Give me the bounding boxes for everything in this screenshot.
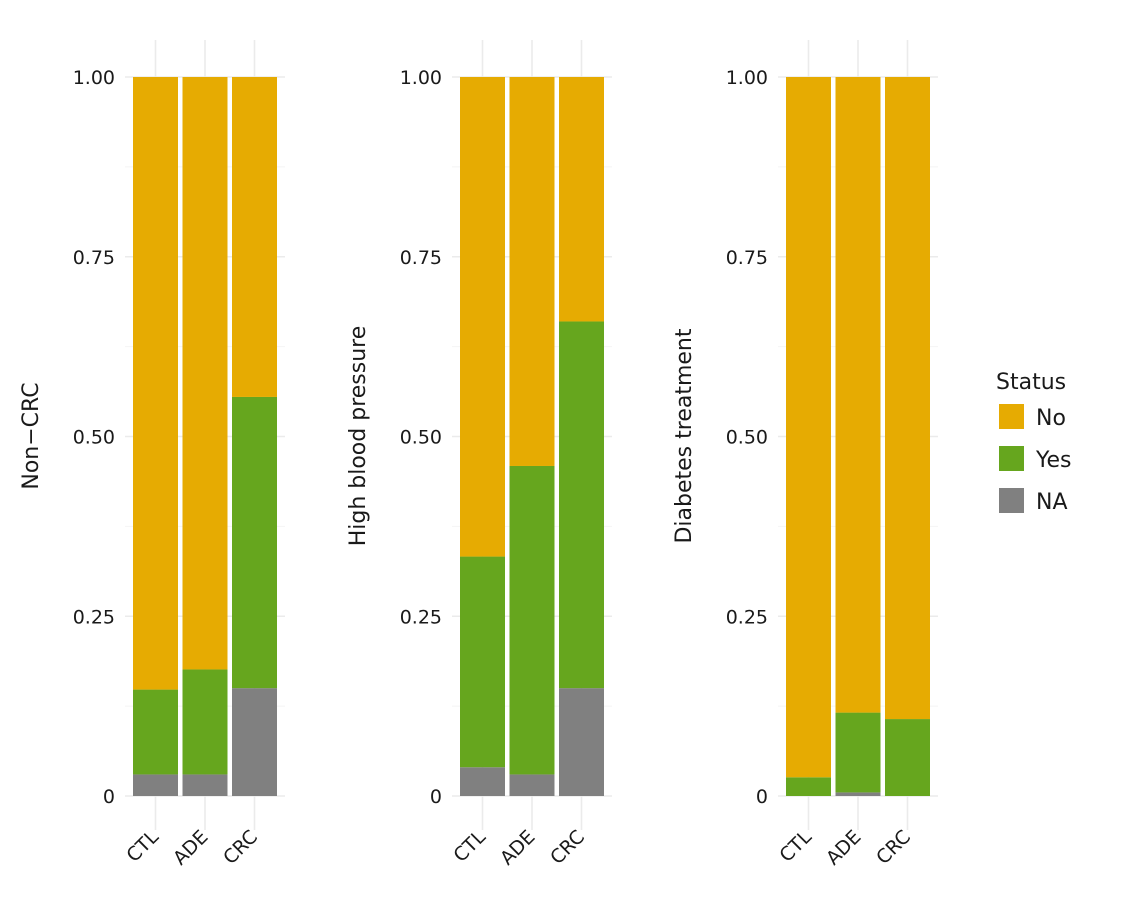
bar-ade-yes xyxy=(509,465,555,775)
panel-3: 0 0.25 0.50 0.75 1.00 CTL ADE CRC Diabetes treat… xyxy=(672,40,938,870)
y-tick-label: 0 xyxy=(103,786,115,808)
bar-ade-yes xyxy=(835,712,881,793)
legend-label-no: No xyxy=(1036,406,1066,431)
y-tick-label: 1.00 xyxy=(726,67,768,89)
bar-crc-no xyxy=(232,77,277,397)
y-tick-label: 1.00 xyxy=(400,67,442,89)
x-tick-label: CRC xyxy=(872,826,915,869)
bar-ade-na xyxy=(509,774,555,796)
legend-swatch-no xyxy=(999,404,1024,429)
bar-ctl-na xyxy=(460,767,505,796)
bar-ctl-no xyxy=(133,77,178,690)
bar-ade-no xyxy=(509,77,555,466)
y-tick-label: 1.00 xyxy=(73,67,115,89)
x-tick-label: ADE xyxy=(169,826,213,870)
y-tick-label: 0.50 xyxy=(726,427,768,449)
bar-crc-na xyxy=(232,688,277,796)
x-tick-label: CTL xyxy=(775,826,816,867)
legend-label-yes: Yes xyxy=(1035,448,1072,473)
x-tick-label: CTL xyxy=(122,826,163,867)
panel-1: 0 0.25 0.50 0.75 1.00 CTL ADE CRC Non−CRC xyxy=(19,40,285,870)
y-axis-title: High blood pressure xyxy=(346,326,371,547)
y-tick-label: 0.25 xyxy=(400,606,442,628)
legend-item-no: No xyxy=(999,404,1066,431)
bar-ctl-yes xyxy=(460,556,505,768)
bar-ctl-yes xyxy=(786,777,831,796)
legend-item-na: NA xyxy=(999,488,1068,515)
bar-crc-no xyxy=(559,77,604,322)
x-tick-label: ADE xyxy=(496,826,540,870)
bar-ade-na xyxy=(182,774,228,796)
legend-swatch-yes xyxy=(999,446,1024,471)
legend-swatch-na xyxy=(999,488,1024,513)
bar-crc-na xyxy=(559,688,604,796)
bar-crc-no xyxy=(885,77,930,720)
bar-crc-yes xyxy=(559,321,604,689)
x-tick-label: CTL xyxy=(449,826,490,867)
panel-2: 0 0.25 0.50 0.75 1.00 CTL ADE CRC High blood pre… xyxy=(346,40,612,870)
bar-ctl-no xyxy=(460,77,505,557)
bar-crc-yes xyxy=(885,719,930,796)
y-tick-label: 0.75 xyxy=(73,247,115,269)
legend-title: Status xyxy=(996,370,1066,395)
bar-crc-yes xyxy=(232,396,277,689)
bar-ade-yes xyxy=(182,669,228,775)
y-axis-title: Diabetes treatment xyxy=(672,328,697,543)
bar-ctl-no xyxy=(786,77,831,778)
y-tick-label: 0.25 xyxy=(73,606,115,628)
y-tick-label: 0.75 xyxy=(726,247,768,269)
legend: Status No Yes NA xyxy=(996,370,1072,515)
y-tick-label: 0.50 xyxy=(400,427,442,449)
bar-ctl-na xyxy=(133,774,178,796)
x-tick-label: CRC xyxy=(219,826,262,869)
bar-ctl-yes xyxy=(133,689,178,775)
bar-ade-no xyxy=(835,77,881,713)
bar-ade-no xyxy=(182,77,228,670)
legend-item-yes: Yes xyxy=(999,446,1072,473)
y-tick-label: 0 xyxy=(430,786,442,808)
y-tick-label: 0.50 xyxy=(73,427,115,449)
y-tick-label: 0.25 xyxy=(726,606,768,628)
legend-label-na: NA xyxy=(1036,490,1068,515)
y-tick-label: 0.75 xyxy=(400,247,442,269)
x-tick-label: CRC xyxy=(546,826,589,869)
y-axis-title: Non−CRC xyxy=(19,382,44,489)
y-tick-label: 0 xyxy=(756,786,768,808)
x-tick-label: ADE xyxy=(822,826,866,870)
bar-ade-na xyxy=(835,792,881,796)
